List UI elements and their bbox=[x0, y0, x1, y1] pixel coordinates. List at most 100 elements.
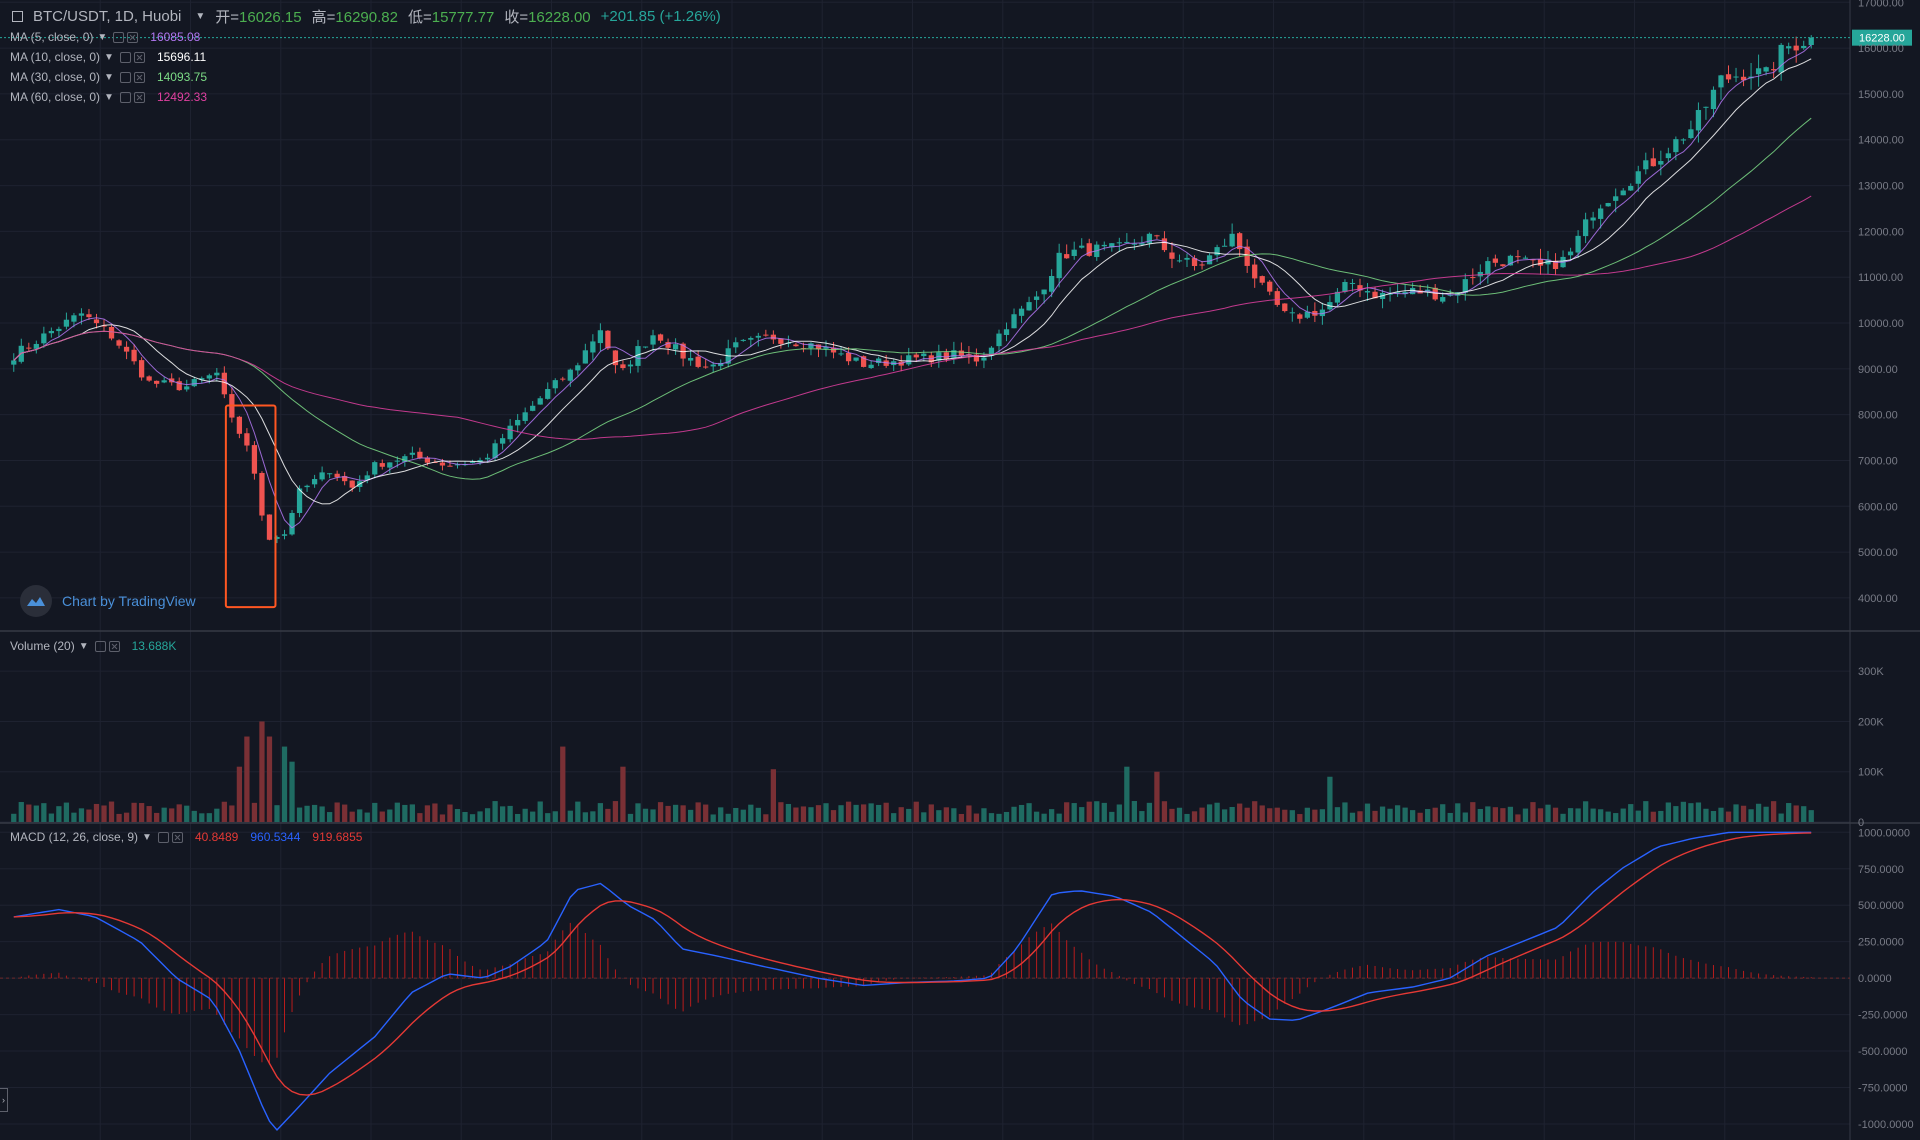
candle bbox=[906, 355, 912, 365]
candle bbox=[1613, 196, 1619, 201]
volume-label: Volume (20) bbox=[10, 639, 75, 653]
chevron-down-icon[interactable]: ▼ bbox=[104, 71, 114, 83]
volume-bar bbox=[1319, 809, 1326, 822]
volume-bar bbox=[469, 814, 476, 822]
volume-bar bbox=[1357, 811, 1363, 822]
settings-icon[interactable] bbox=[119, 91, 131, 103]
volume-bar bbox=[996, 813, 1002, 822]
candle bbox=[409, 452, 415, 455]
volume-bar bbox=[1086, 801, 1092, 822]
candle bbox=[1462, 279, 1468, 293]
candle bbox=[755, 335, 761, 338]
candle bbox=[1440, 297, 1446, 302]
close-icon[interactable] bbox=[127, 31, 139, 43]
settings-icon[interactable] bbox=[119, 71, 131, 83]
side-toggle-button[interactable]: › bbox=[0, 1088, 8, 1112]
candle bbox=[1801, 45, 1807, 49]
close-icon[interactable] bbox=[108, 640, 120, 652]
volume-bar bbox=[891, 813, 897, 822]
candle bbox=[1432, 287, 1438, 300]
candle bbox=[251, 445, 258, 474]
chevron-down-icon[interactable]: ▼ bbox=[104, 51, 114, 63]
ma30-label: MA (30, close, 0) bbox=[10, 70, 101, 84]
volume-bar bbox=[567, 810, 573, 822]
candle bbox=[1793, 45, 1799, 51]
candle bbox=[334, 473, 340, 478]
macd-axis-label: 250.0000 bbox=[1858, 937, 1904, 949]
volume-bar bbox=[921, 812, 927, 822]
low-value: 15777.77 bbox=[431, 9, 495, 26]
volume-bar bbox=[1026, 803, 1032, 822]
candle bbox=[281, 534, 288, 536]
settings-icon[interactable] bbox=[94, 640, 106, 652]
ma5-legend[interactable]: MA (5, close, 0) ▼ 16085.08 bbox=[10, 30, 200, 44]
symbol-label[interactable]: BTC/USDT, 1D, Huobi bbox=[33, 8, 182, 25]
macd-label: MACD (12, 26, close, 9) bbox=[10, 830, 139, 844]
chevron-down-icon[interactable]: ▼ bbox=[104, 91, 114, 103]
volume-value: 13.688K bbox=[131, 639, 177, 653]
volume-bar bbox=[830, 810, 837, 822]
volume-bar bbox=[477, 811, 483, 822]
candle bbox=[93, 319, 100, 324]
close-icon[interactable] bbox=[133, 91, 145, 103]
volume-axis-label: 300K bbox=[1858, 666, 1884, 678]
volume-bar bbox=[1763, 806, 1769, 822]
candle bbox=[266, 514, 273, 540]
volume-bar bbox=[1364, 803, 1371, 822]
volume-bar bbox=[898, 807, 904, 822]
macd-legend[interactable]: MACD (12, 26, close, 9) ▼ 40.8489 960.534… bbox=[10, 830, 362, 844]
volume-legend[interactable]: Volume (20) ▼ 13.688K bbox=[10, 639, 176, 653]
ma60-legend[interactable]: MA (60, close, 0) ▼ 12492.33 bbox=[10, 90, 207, 104]
volume-bar bbox=[454, 809, 461, 822]
settings-icon[interactable] bbox=[157, 831, 169, 843]
candle bbox=[447, 465, 453, 467]
volume-bar bbox=[763, 814, 769, 822]
price-axis-label: 11000.00 bbox=[1858, 272, 1903, 284]
tradingview-watermark[interactable]: Chart by TradingView bbox=[20, 585, 196, 617]
candle bbox=[537, 398, 543, 405]
close-icon[interactable] bbox=[133, 71, 145, 83]
volume-bar bbox=[1485, 806, 1491, 822]
volume-bar bbox=[1740, 805, 1747, 822]
ma30-legend[interactable]: MA (30, close, 0) ▼ 14093.75 bbox=[10, 70, 207, 84]
tradingview-logo-icon bbox=[20, 585, 52, 617]
price-axis-label: 16000.00 bbox=[1858, 43, 1904, 55]
macd-line-value: 960.5344 bbox=[250, 830, 301, 844]
volume-bar bbox=[1552, 807, 1559, 822]
candle bbox=[484, 457, 491, 460]
volume-bar bbox=[966, 805, 972, 822]
volume-bar bbox=[1139, 811, 1145, 822]
volume-bar bbox=[1056, 813, 1062, 822]
chevron-down-icon[interactable]: ▼ bbox=[78, 640, 89, 652]
price-axis-label: 12000.00 bbox=[1858, 226, 1904, 238]
candle bbox=[845, 352, 852, 362]
volume-bar bbox=[296, 807, 303, 822]
candle bbox=[1658, 161, 1664, 165]
candle bbox=[590, 341, 596, 353]
candle bbox=[1018, 308, 1025, 316]
collapse-icon[interactable] bbox=[12, 11, 23, 22]
volume-bar bbox=[281, 746, 288, 822]
volume-bar bbox=[680, 805, 686, 822]
ma5-value: 16085.08 bbox=[150, 30, 201, 44]
settings-icon[interactable] bbox=[113, 31, 125, 43]
chevron-down-icon[interactable]: ▼ bbox=[142, 831, 152, 843]
candle bbox=[236, 416, 243, 434]
candle bbox=[1079, 245, 1085, 248]
volume-bar bbox=[319, 806, 325, 822]
volume-bar bbox=[1131, 801, 1137, 822]
close-icon[interactable] bbox=[133, 51, 145, 63]
volume-bar bbox=[688, 809, 694, 822]
close-icon[interactable] bbox=[171, 831, 183, 843]
volume-bar bbox=[78, 808, 85, 822]
chevron-down-icon[interactable]: ▼ bbox=[195, 11, 206, 22]
ma10-legend[interactable]: MA (10, close, 0) ▼ 15696.11 bbox=[10, 50, 206, 64]
settings-icon[interactable] bbox=[119, 51, 131, 63]
candle bbox=[1582, 219, 1589, 237]
volume-bar bbox=[251, 802, 258, 822]
candle bbox=[695, 356, 701, 367]
candle bbox=[1605, 203, 1611, 207]
chevron-down-icon[interactable]: ▼ bbox=[97, 31, 108, 43]
candle bbox=[191, 379, 197, 387]
